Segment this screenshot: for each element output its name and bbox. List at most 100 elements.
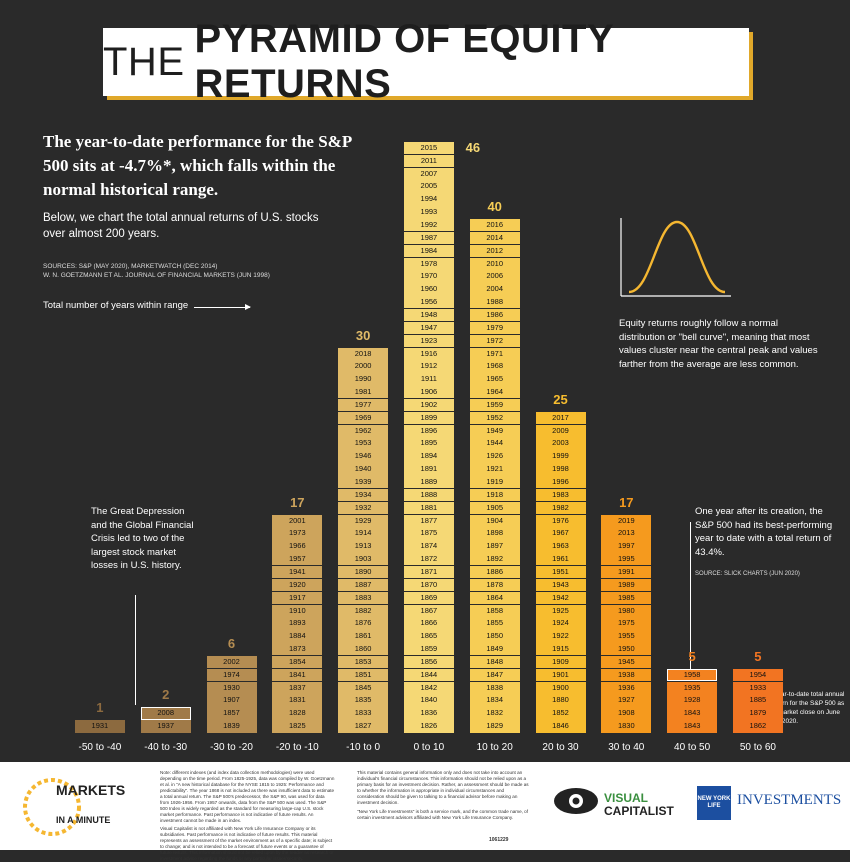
year-cell: 2007	[403, 167, 454, 180]
year-cell: 1861	[338, 630, 389, 643]
year-cell: 1954	[732, 668, 783, 682]
year-cell: 1991	[601, 565, 652, 579]
bin-count: 25	[553, 391, 568, 407]
year-cell: 1933	[732, 681, 783, 694]
year-cell: 1881	[403, 501, 454, 515]
year-cell: 1844	[403, 668, 454, 682]
year-cell: 1866	[403, 617, 454, 630]
bin-count: 6	[227, 635, 236, 651]
sources-line-1: SOURCES: S&P (MAY 2020), MARKETWATCH (DE…	[43, 263, 218, 270]
year-cell: 2002	[206, 655, 257, 669]
year-cell: 1946	[338, 450, 389, 463]
document-code: 1061229	[489, 837, 509, 843]
year-cell: 1904	[469, 514, 520, 527]
range-label: Total number of years within range	[43, 300, 189, 311]
year-cell: 1917	[272, 591, 323, 605]
year-cell: 1997	[601, 540, 652, 553]
range-arrow	[194, 304, 251, 310]
year-cell: 1956	[403, 296, 454, 309]
year-cell: 1838	[469, 681, 520, 694]
vc-line-1: VISUAL	[604, 791, 649, 805]
year-cell: 1892	[469, 553, 520, 566]
year-cell: 1910	[272, 604, 323, 617]
year-cell: 1915	[535, 643, 586, 656]
year-cell: 1920	[272, 578, 323, 592]
year-cell: 1968	[469, 360, 520, 373]
title-light: THE	[103, 39, 185, 84]
year-cell: 1913	[338, 540, 389, 553]
year-cell: 1852	[535, 707, 586, 720]
year-cell: 1982	[535, 501, 586, 515]
year-cell: 1935	[667, 681, 718, 694]
year-cell: 1937	[140, 720, 191, 733]
year-cell: 1958	[667, 668, 718, 682]
year-cell: 1961	[535, 553, 586, 566]
bin-count: 1	[96, 700, 104, 716]
year-cell: 1996	[535, 476, 586, 489]
year-cell: 1873	[272, 643, 323, 656]
year-cell: 1938	[601, 668, 652, 682]
footnote-3: This material contains general informati…	[357, 770, 529, 805]
year-cell: 1962	[338, 424, 389, 437]
year-cell: 1993	[403, 206, 454, 219]
footnote-right: This material contains general informati…	[357, 770, 532, 821]
year-cell: 1864	[469, 591, 520, 605]
year-cell: 1986	[469, 308, 520, 322]
year-cell: 1859	[403, 643, 454, 656]
year-cell: 1955	[601, 630, 652, 643]
year-cell: 1826	[403, 720, 454, 733]
year-cell: 1837	[272, 681, 323, 694]
year-cell: 1953	[338, 437, 389, 450]
year-cell: 1908	[601, 707, 652, 720]
year-cell: 1847	[469, 668, 520, 682]
year-cell: 1999	[535, 450, 586, 463]
year-cell: 1949	[469, 424, 520, 437]
year-cell: 1885	[732, 694, 783, 707]
year-cell: 1849	[469, 643, 520, 656]
new-york-life-logo: NEW YORK LIFE	[697, 786, 731, 820]
year-cell: 1843	[667, 707, 718, 720]
year-cell: 1988	[469, 296, 520, 309]
year-cell: 1900	[535, 681, 586, 694]
year-cell: 2014	[469, 231, 520, 245]
year-cell: 2008	[140, 707, 191, 720]
visual-capitalist-logo-icon	[554, 788, 598, 814]
year-cell: 1907	[206, 694, 257, 707]
year-cell: 2011	[403, 154, 454, 168]
title-banner: THE PYRAMID OF EQUITY RETURNS	[103, 17, 749, 106]
year-cell: 1916	[403, 347, 454, 360]
year-cell: 1877	[403, 514, 454, 527]
year-cell: 1887	[338, 578, 389, 592]
year-cell: 2017	[535, 411, 586, 425]
year-cell: 1898	[469, 527, 520, 540]
footnote-1: Note: different indexes (and index data …	[160, 770, 335, 823]
year-cell: 1893	[272, 617, 323, 630]
year-cell: 2015	[403, 141, 454, 155]
year-cell: 1851	[338, 668, 389, 682]
year-cell: 1876	[338, 617, 389, 630]
year-cell: 1929	[338, 514, 389, 527]
year-cell: 2005	[403, 180, 454, 193]
year-cell: 1842	[403, 681, 454, 694]
year-cell: 1931	[74, 720, 125, 733]
year-cell: 1897	[469, 540, 520, 553]
bin-count: 17	[290, 494, 305, 510]
year-cell: 1862	[732, 720, 783, 733]
year-cell: 1901	[535, 668, 586, 682]
year-cell: 1936	[601, 681, 652, 694]
year-cell: 1870	[403, 578, 454, 592]
year-cell: 1912	[403, 360, 454, 373]
year-cell: 1919	[469, 476, 520, 489]
year-cell: 1952	[469, 411, 520, 425]
x-tick-label: -10 to 0	[346, 742, 381, 753]
year-cell: 2012	[469, 244, 520, 258]
year-cell: 1835	[338, 694, 389, 707]
year-cell: 1886	[469, 565, 520, 579]
year-cell: 1832	[469, 707, 520, 720]
year-cell: 1974	[206, 668, 257, 682]
year-cell: 1895	[403, 437, 454, 450]
year-cell: 1883	[338, 591, 389, 605]
year-cell: 1867	[403, 604, 454, 617]
x-tick-label: 30 to 40	[608, 742, 645, 753]
bin-count: 46	[465, 139, 481, 155]
